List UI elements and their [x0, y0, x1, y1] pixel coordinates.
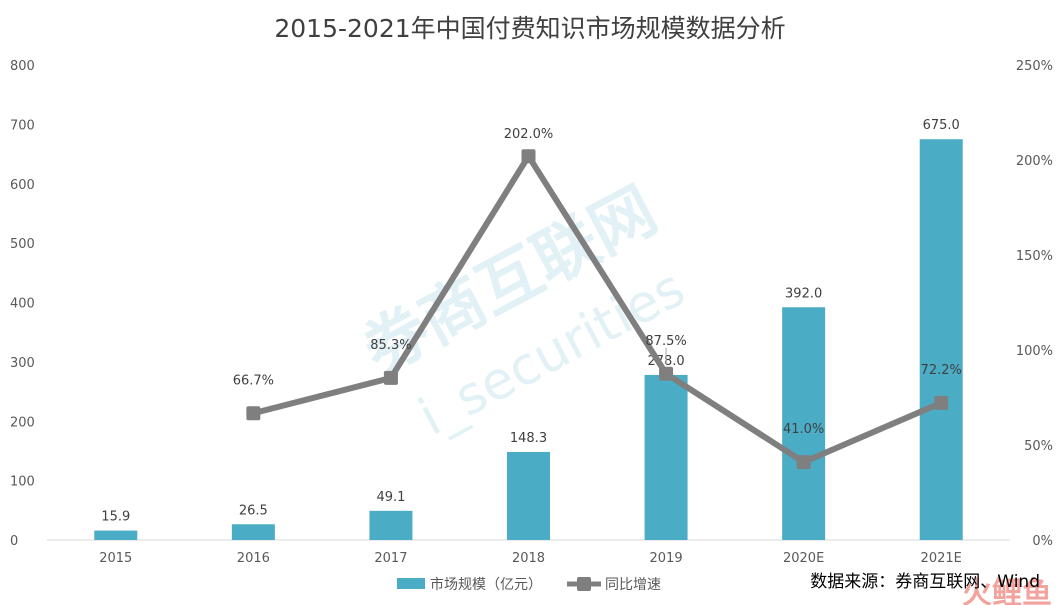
legend-line-marker: [577, 577, 591, 591]
line-data-label: 85.3%: [370, 338, 411, 353]
line-point: [246, 406, 261, 421]
line-point: [796, 455, 811, 470]
source-note: 数据来源：券商互联网、Wind: [810, 572, 1040, 592]
line-point: [521, 149, 536, 164]
growth-line: [252, 153, 943, 466]
bar: [782, 307, 826, 540]
y-left-tick-label: 100: [10, 475, 35, 490]
y-left-tick-label: 600: [10, 178, 35, 193]
y-left-tick-label: 300: [10, 356, 35, 371]
y-right-tick-label: 100%: [1016, 344, 1053, 359]
y-right-tick-label: 200%: [1016, 154, 1053, 169]
x-tick-label: 2020E: [783, 551, 824, 566]
bar-data-label: 15.9: [101, 510, 130, 525]
x-tick-label: 2018: [512, 551, 545, 566]
x-tick-label: 2021E: [921, 551, 962, 566]
y-left-tick-label: 700: [10, 118, 35, 133]
watermark-corner: 火鲤鱼: [962, 576, 1052, 605]
bar-data-label: 26.5: [239, 503, 268, 518]
bar: [369, 510, 413, 540]
y-right-tick-label: 250%: [1016, 59, 1053, 74]
bar-data-label: 675.0: [923, 118, 960, 133]
bar: [94, 530, 138, 540]
y-left-tick-label: 800: [10, 59, 35, 74]
line-point: [383, 370, 398, 385]
y-left-tick-label: 400: [10, 297, 35, 312]
x-tick-label: 2019: [650, 551, 683, 566]
line-data-label: 72.2%: [921, 363, 962, 378]
chart-title: 2015-2021年中国付费知识市场规模数据分析: [274, 14, 785, 43]
y-left-tick-label: 500: [10, 237, 35, 252]
y-right-tick-label: 150%: [1016, 249, 1053, 264]
line-data-label: 41.0%: [783, 422, 824, 437]
bar: [644, 374, 688, 540]
legend-bar-swatch: [397, 578, 425, 589]
y-right-tick-label: 0%: [1032, 534, 1053, 549]
y-left-tick-label: 200: [10, 415, 35, 430]
bar-data-label: 148.3: [510, 431, 547, 446]
legend: 市场规模（亿元） 同比增速: [397, 576, 661, 593]
line-data-label: 87.5%: [645, 334, 686, 349]
axes: 0 100 200 300 400 500 600 700 800 0% 50% 100% 150% 20…: [10, 59, 1053, 566]
bar-data-label: 49.1: [376, 490, 405, 505]
line-data-label: 202.0%: [504, 127, 554, 142]
bar: [231, 524, 275, 540]
x-tick-label: 2015: [99, 551, 132, 566]
legend-line-label: 同比增速: [605, 577, 661, 593]
y-left-tick-label: 0: [10, 534, 18, 549]
line-series: 66.7% 85.3% 202.0% 87.5% 41.0% 72.2%: [233, 127, 962, 470]
bar: [507, 451, 550, 540]
bar: [919, 139, 963, 540]
x-tick-label: 2017: [374, 551, 407, 566]
x-tick-label: 2016: [237, 551, 270, 566]
legend-bar-label: 市场规模（亿元）: [430, 576, 542, 593]
y-right-tick-label: 50%: [1024, 439, 1053, 454]
bar-data-label: 392.0: [785, 286, 822, 301]
line-data-label: 66.7%: [233, 373, 274, 388]
line-point: [659, 366, 674, 381]
line-point: [934, 395, 949, 410]
